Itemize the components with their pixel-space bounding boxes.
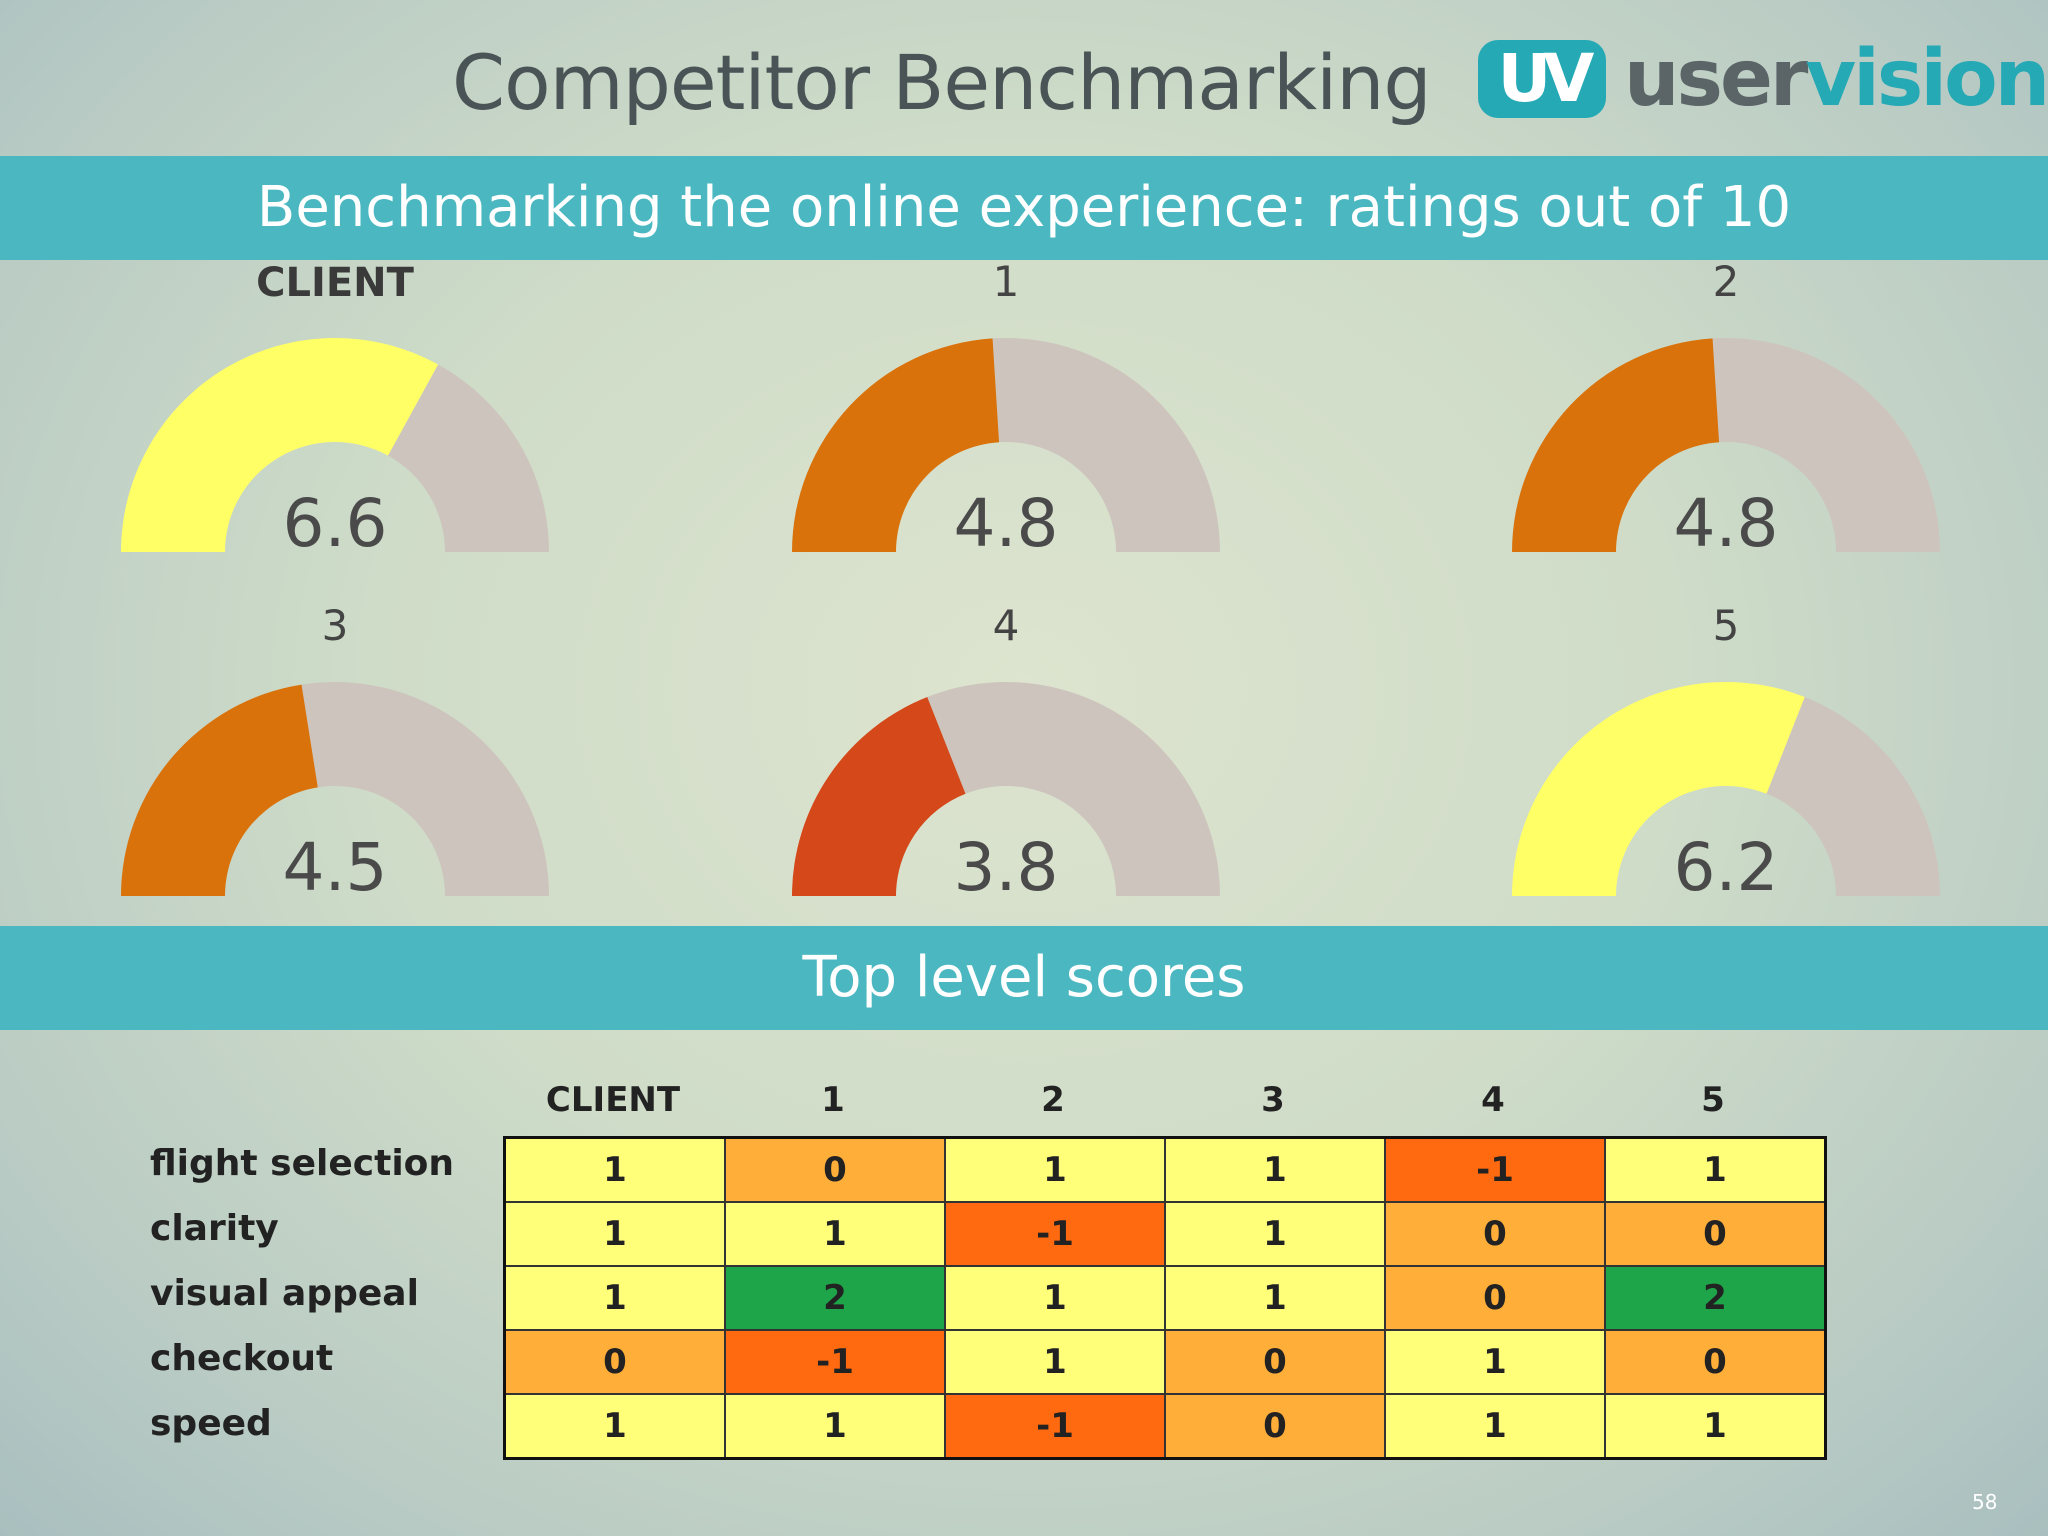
scores-section-header: Top level scores [0, 926, 2048, 1030]
gauge-track-0 [387, 364, 549, 552]
logo-text-user: user [1624, 34, 1808, 124]
score-cell-2-4: 0 [1384, 1265, 1606, 1331]
gauge-value-3: 4.5 [283, 829, 388, 906]
score-cell-4-0: 1 [503, 1393, 726, 1460]
logo-wordmark: uservision [1624, 34, 2048, 124]
score-cell-0-3: 1 [1164, 1136, 1386, 1203]
gauge-fill-3 [121, 684, 318, 896]
score-cell-1-4: 0 [1384, 1201, 1606, 1267]
score-cell-3-3: 0 [1164, 1329, 1386, 1395]
score-cell-2-1: 2 [724, 1265, 946, 1331]
table-row: 1 1 -1 0 1 1 [503, 1393, 1827, 1460]
score-cell-4-4: 1 [1384, 1393, 1606, 1460]
score-cell-1-5: 0 [1604, 1201, 1827, 1267]
score-cell-3-1: -1 [724, 1329, 946, 1395]
scores-row-label-3: checkout [150, 1338, 334, 1379]
scores-row-label-1: clarity [150, 1208, 279, 1249]
ratings-section-header: Benchmarking the online experience: rati… [0, 156, 2048, 260]
score-cell-4-1: 1 [724, 1393, 946, 1460]
scores-row-label-2: visual appeal [150, 1273, 419, 1314]
table-row: 0 -1 1 0 1 0 [503, 1329, 1827, 1395]
score-cell-0-4: -1 [1384, 1136, 1606, 1203]
gauge-fill-0 [121, 338, 439, 553]
gauge-value-1: 4.8 [954, 485, 1059, 562]
gauge-value-2: 4.8 [1674, 485, 1779, 562]
score-cell-2-3: 1 [1164, 1265, 1386, 1331]
gauge-fill-4 [792, 697, 966, 896]
gauge-label-5: 5 [1713, 601, 1740, 650]
score-cell-2-5: 2 [1604, 1265, 1827, 1331]
gauge-value-5: 6.2 [1674, 829, 1779, 906]
table-row: 1 0 1 1 -1 1 [503, 1136, 1827, 1203]
gauge-track-2 [1712, 337, 1940, 552]
score-cell-2-2: 1 [944, 1265, 1166, 1331]
score-cell-2-0: 1 [503, 1265, 726, 1331]
uservision-logo: UV uservision [1478, 34, 2048, 130]
score-cell-4-3: 0 [1164, 1393, 1386, 1460]
page-number: 58 [1972, 1490, 1998, 1514]
gauge-label-3: 3 [322, 601, 349, 650]
score-cell-4-5: 1 [1604, 1393, 1827, 1460]
uv-badge-icon: UV [1478, 40, 1606, 118]
table-row: 1 1 -1 1 0 0 [503, 1201, 1827, 1267]
score-cell-3-2: 1 [944, 1329, 1166, 1395]
score-cell-3-5: 0 [1604, 1329, 1827, 1395]
scores-col-header-4: 4 [1481, 1080, 1505, 1120]
scores-col-header-5: 5 [1701, 1080, 1725, 1120]
scores-col-header-1: 1 [821, 1080, 845, 1120]
gauge-label-0: CLIENT [256, 260, 415, 306]
gauge-fill-2 [1512, 338, 1720, 552]
page-title: Competitor Benchmarking [452, 38, 1432, 127]
score-cell-4-2: -1 [944, 1393, 1166, 1460]
gauge-fill-1 [792, 338, 1000, 552]
gauge-track-5 [1766, 697, 1941, 896]
score-cell-0-5: 1 [1604, 1136, 1827, 1203]
score-cell-0-0: 1 [503, 1136, 726, 1203]
gauge-label-4: 4 [993, 601, 1020, 650]
score-cell-3-4: 1 [1384, 1329, 1606, 1395]
gauge-label-2: 2 [1713, 257, 1740, 306]
gauge-label-1: 1 [993, 257, 1020, 306]
score-cell-3-0: 0 [503, 1329, 726, 1395]
gauge-track-3 [301, 682, 549, 896]
gauge-value-4: 3.8 [954, 829, 1059, 906]
gauge-fill-5 [1511, 682, 1805, 896]
score-cell-0-1: 0 [724, 1136, 946, 1203]
logo-text-vision: vision [1805, 34, 2048, 124]
score-cell-1-1: 1 [724, 1201, 946, 1267]
gauge-track-4 [927, 682, 1220, 896]
scores-col-header-2: 2 [1041, 1080, 1065, 1120]
scores-col-header-3: 3 [1261, 1080, 1285, 1120]
gauge-track-1 [992, 337, 1220, 552]
score-cell-1-3: 1 [1164, 1201, 1386, 1267]
score-cell-0-2: 1 [944, 1136, 1166, 1203]
score-cell-1-2: -1 [944, 1201, 1166, 1267]
scores-col-header-0: CLIENT [545, 1080, 681, 1120]
scores-row-label-4: speed [150, 1403, 272, 1444]
gauge-value-0: 6.6 [283, 485, 388, 562]
scores-row-label-0: flight selection [150, 1143, 455, 1184]
score-cell-1-0: 1 [503, 1201, 726, 1267]
scores-table: 1 0 1 1 -1 1 1 1 -1 1 0 0 1 2 1 1 0 2 0 -1 1 0 1 0 1 1 -1 0 1 1 [503, 1136, 1827, 1460]
